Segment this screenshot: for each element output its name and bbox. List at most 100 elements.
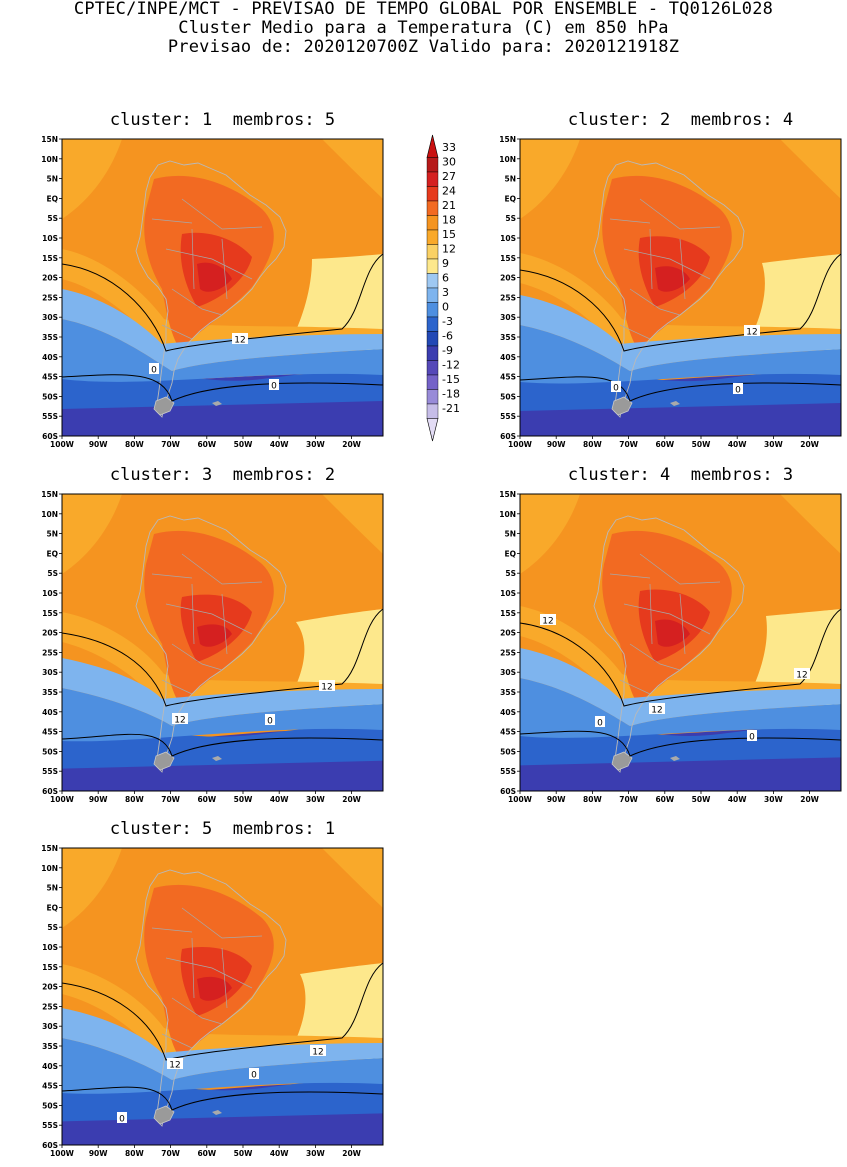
contour-label: 0 [269, 379, 279, 392]
tierra-del-fuego [153, 396, 175, 416]
country-border [171, 643, 223, 671]
temperature-band-cold [62, 289, 383, 371]
temperature-band-15 [62, 139, 122, 219]
lat-label: 60S [42, 787, 58, 796]
lat-label: 50S [42, 1101, 58, 1110]
lon-label: 70W [161, 440, 180, 449]
lat-label: 50S [500, 392, 516, 401]
country-border [221, 947, 228, 1009]
lat-label: 20S [500, 274, 516, 283]
lat-label: 30S [42, 1022, 58, 1031]
map-frame [519, 138, 842, 437]
map-canvas: 12 0 0 15N 10N 5N EQ 5S 10S 15S 20S 25S 30S 35S 40S 45S… [499, 135, 842, 449]
colorbar-label: 12 [442, 243, 456, 256]
map-panel-cluster-5: cluster: 5 membros: 1 12 12 0 0 15N 10N 5N EQ 5S… [41, 819, 384, 1158]
contour-label: 0 [149, 363, 159, 376]
temperature-band-cold [62, 658, 383, 726]
lat-label: 20S [42, 274, 58, 283]
country-border [221, 238, 228, 300]
lon-label: 30W [306, 440, 325, 449]
country-border [619, 324, 651, 340]
country-border [679, 238, 686, 300]
lon-label: 70W [161, 795, 180, 804]
lon-label: 60W [197, 1149, 216, 1158]
lon-label: 90W [89, 795, 108, 804]
country-border [623, 248, 711, 280]
lat-label: 60S [500, 432, 516, 441]
colorbar-label: 30 [442, 156, 456, 169]
lat-label: 55S [500, 412, 516, 421]
lat-label: 55S [42, 1121, 58, 1130]
lat-label: 15S [500, 609, 516, 618]
contour-label: 12 [172, 713, 188, 726]
lon-label: 50W [692, 440, 711, 449]
colorbar-swatch [426, 171, 439, 187]
lat-label: 35S [42, 333, 58, 342]
lon-label: 80W [583, 795, 602, 804]
lat-label: 55S [42, 412, 58, 421]
panel-title: cluster: 3 membros: 2 [109, 465, 336, 485]
lon-label: 40W [270, 440, 289, 449]
tierra-del-fuego [611, 751, 633, 771]
lon-label: 40W [728, 440, 747, 449]
lat-label: 5N [505, 175, 517, 184]
lon-label: 100W [50, 1149, 75, 1158]
contour-value: 12 [234, 336, 245, 346]
country-border [649, 583, 653, 645]
lon-label: 80W [125, 440, 144, 449]
country-border [181, 553, 263, 585]
country-border [165, 248, 253, 280]
lat-label: 20S [500, 629, 516, 638]
colorbar-swatch [426, 200, 439, 216]
isotherm-contour [62, 962, 383, 1061]
colorbar-label: 18 [442, 214, 456, 227]
colorbar-label: 27 [442, 170, 456, 183]
contour-value: 12 [542, 617, 553, 627]
lon-label: 50W [692, 795, 711, 804]
lat-label: 50S [500, 747, 516, 756]
country-border [161, 324, 193, 340]
lon-label: 70W [619, 440, 638, 449]
lat-label: EQ [47, 194, 59, 203]
colorbar-swatch [426, 331, 439, 347]
lon-label: 30W [764, 795, 783, 804]
lat-label: 5N [47, 884, 59, 893]
contour-value: 0 [151, 366, 157, 376]
colorbar-label: -6 [442, 330, 453, 343]
lat-label: 15N [41, 490, 58, 499]
colorbar-label: -12 [442, 359, 460, 372]
contour-label: 12 [319, 680, 335, 693]
lat-label: 15S [42, 609, 58, 618]
lon-label: 90W [547, 440, 566, 449]
lat-label: 5S [47, 923, 58, 932]
lat-label: 5N [47, 530, 59, 539]
tierra-del-fuego [153, 1105, 175, 1125]
isotherm-contour [62, 253, 383, 352]
temperature-band-warm [292, 254, 383, 351]
lat-label: 20S [42, 629, 58, 638]
temperature-band-15 [322, 494, 383, 554]
lat-label: 30S [500, 313, 516, 322]
lat-label: EQ [47, 549, 59, 558]
lon-label: 70W [619, 795, 638, 804]
temperature-band-15 [62, 494, 122, 574]
temperature-band-warm [750, 254, 841, 351]
colorbar-label: 0 [442, 301, 449, 314]
falkland-islands [212, 401, 222, 406]
temperature-band-15 [322, 139, 383, 199]
coastline [593, 515, 745, 773]
lat-label: 40S [500, 353, 516, 362]
lat-label: 45S [500, 373, 516, 382]
lon-label: 20W [342, 795, 361, 804]
contour-value: 0 [613, 384, 619, 394]
contour-label: 0 [117, 1112, 127, 1125]
lat-label: 45S [42, 728, 58, 737]
country-border [609, 218, 651, 224]
temperature-band-cold [62, 344, 383, 409]
colorbar-label: 21 [442, 199, 456, 212]
isotherm-contour [62, 733, 383, 757]
lat-label: 10S [42, 234, 58, 243]
lon-label: 70W [161, 1149, 180, 1158]
lat-label: 25S [42, 293, 58, 302]
temperature-band-warm [292, 609, 383, 706]
